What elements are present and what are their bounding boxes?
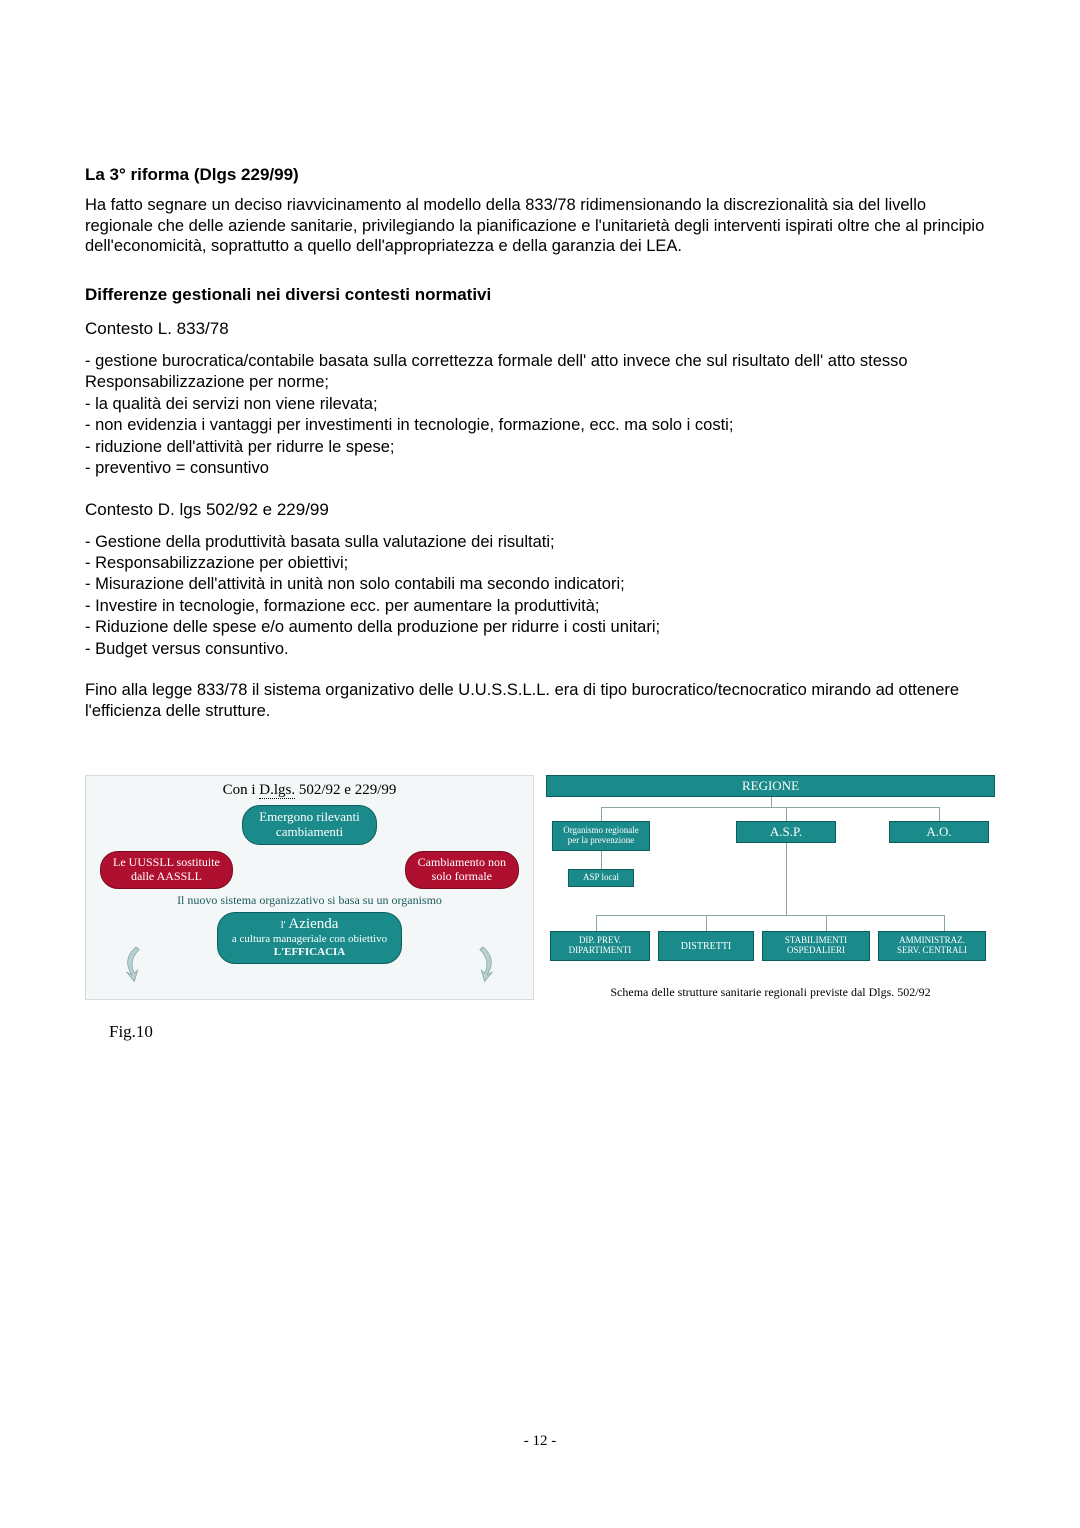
context-2-heading: Contesto D. lgs 502/92 e 229/99 xyxy=(85,500,995,520)
pill-azienda: l' Azienda a cultura manageriale con obi… xyxy=(217,912,402,965)
figures-row: Con i D.lgs. 502/92 e 229/99 Emergono ri… xyxy=(85,775,995,1000)
org-distretti: DISTRETTI xyxy=(658,931,754,961)
pill-emergono: Emergono rilevanti cambiamenti xyxy=(242,805,376,845)
curved-arrow-icon xyxy=(467,943,499,983)
fig-left-basetext: Il nuovo sistema organizzativo si basa s… xyxy=(96,893,523,908)
figure-left: Con i D.lgs. 502/92 e 229/99 Emergono ri… xyxy=(85,775,534,1000)
pill-cambiamento: Cambiamento non solo formale xyxy=(405,851,519,889)
section-2-title: Differenze gestionali nei diversi contes… xyxy=(85,285,995,305)
page-number: - 12 - xyxy=(0,1433,1080,1450)
list-item: - Investire in tecnologie, formazione ec… xyxy=(85,596,995,617)
section-1-body: Ha fatto segnare un deciso riavvicinamen… xyxy=(85,195,995,257)
org-dip-prev: DIP. PREV. DIPARTIMENTI xyxy=(550,931,650,961)
context-1-list: - gestione burocratica/contabile basata … xyxy=(85,351,995,480)
org-amministraz: AMMINISTRAZ. SERV. CENTRALI xyxy=(878,931,986,961)
org-asp: A.S.P. xyxy=(736,821,836,843)
org-stabilimenti: STABILIMENTI OSPEDALIERI xyxy=(762,931,870,961)
list-item: - Gestione della produttività basata sul… xyxy=(85,532,995,553)
context-2-list: - Gestione della produttività basata sul… xyxy=(85,532,995,661)
closing-text: Fino alla legge 833/78 il sistema organi… xyxy=(85,680,995,721)
section-1-title: La 3° riforma (Dlgs 229/99) xyxy=(85,165,995,185)
pill-uussll: Le UUSSLL sostituite dalle AASSLL xyxy=(100,851,233,889)
org-regionale-prev: Organismo regionale per la prevenzione xyxy=(552,821,650,851)
org-ao: A.O. xyxy=(889,821,989,843)
figure-label: Fig.10 xyxy=(109,1022,995,1042)
list-item: - la qualità dei servizi non viene rilev… xyxy=(85,394,995,415)
curved-arrow-icon xyxy=(120,943,152,983)
context-1-heading: Contesto L. 833/78 xyxy=(85,319,995,339)
list-item: - Riduzione delle spese e/o aumento dell… xyxy=(85,617,995,638)
list-item: - Budget versus consuntivo. xyxy=(85,639,995,660)
fig-left-title: Con i D.lgs. 502/92 e 229/99 xyxy=(96,782,523,799)
fig-right-caption: Schema delle strutture sanitarie regiona… xyxy=(546,985,995,1000)
list-item: - Responsabilizzazione per obiettivi; xyxy=(85,553,995,574)
list-item: - non evidenzia i vantaggi per investime… xyxy=(85,415,995,436)
org-regione: REGIONE xyxy=(546,775,995,797)
list-item: - gestione burocratica/contabile basata … xyxy=(85,351,995,394)
list-item: - Misurazione dell'attività in unità non… xyxy=(85,574,995,595)
list-item: - preventivo = consuntivo xyxy=(85,458,995,479)
org-asp-local: ASP local xyxy=(568,869,634,887)
figure-right: REGIONE Organismo regionale per la preve… xyxy=(546,775,995,1000)
list-item: - riduzione dell'attività per ridurre le… xyxy=(85,437,995,458)
